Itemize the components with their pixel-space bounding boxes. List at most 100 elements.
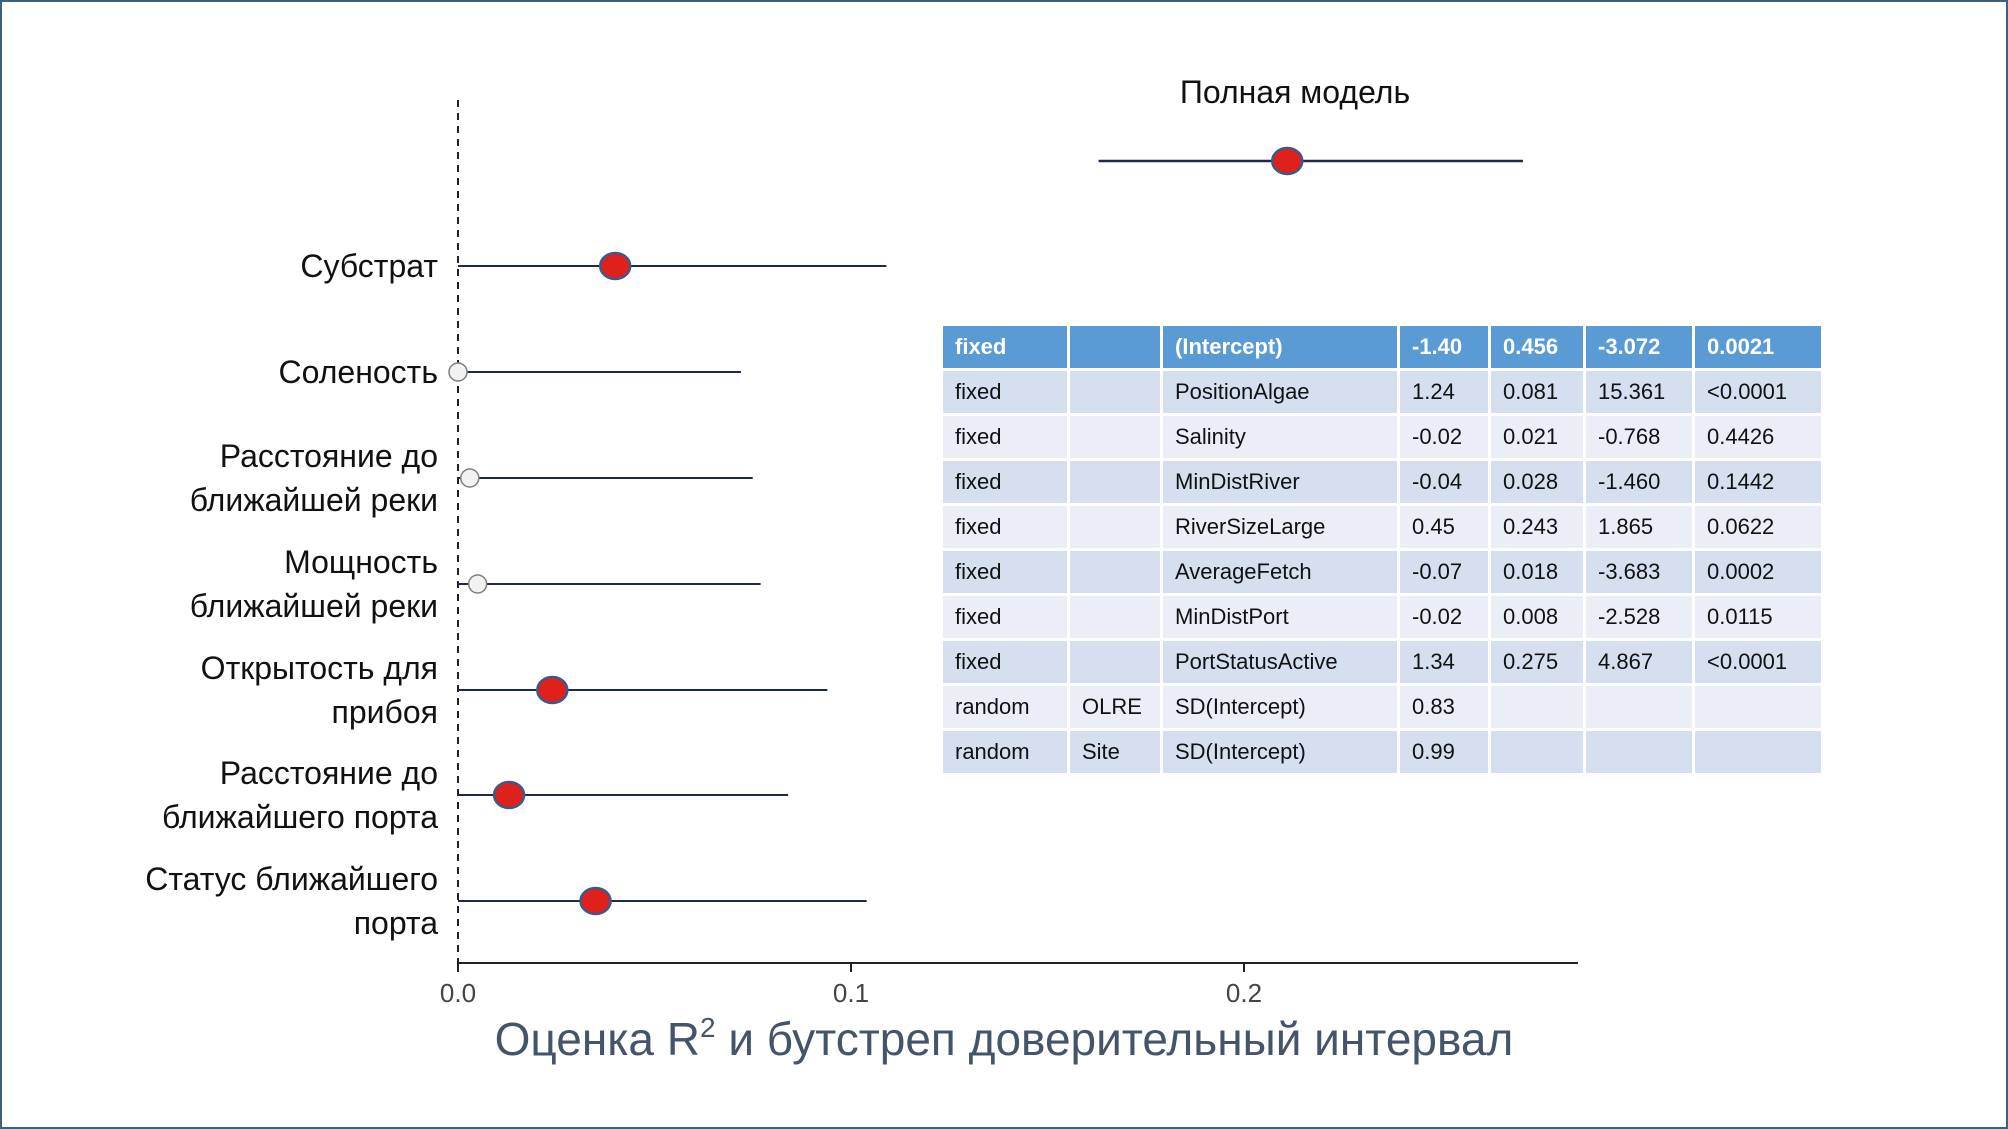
predictor-label: Субстрат bbox=[300, 248, 438, 284]
full-model-estimate-point bbox=[1270, 146, 1304, 176]
table-cell: fixed bbox=[943, 641, 1067, 683]
estimate-point-significant bbox=[579, 886, 612, 916]
predictor-label: Статус ближайшего порта bbox=[145, 861, 438, 941]
table-cell bbox=[1491, 686, 1583, 728]
table-row: fixed MinDistPort -0.02 0.008 -2.528 0.0115 bbox=[943, 596, 1821, 638]
table-cell: <0.0001 bbox=[1695, 641, 1821, 683]
table-cell bbox=[1695, 731, 1821, 773]
table-cell: 0.0002 bbox=[1695, 551, 1821, 593]
table-cell: 4.867 bbox=[1586, 641, 1692, 683]
table-row: fixed MinDistRiver -0.04 0.028 -1.460 0.1442 bbox=[943, 461, 1821, 503]
table-cell: 0.1442 bbox=[1695, 461, 1821, 503]
table-cell: -0.02 bbox=[1400, 416, 1488, 458]
table-cell: Site bbox=[1070, 731, 1160, 773]
table-cell: 0.0622 bbox=[1695, 506, 1821, 548]
table-cell: (Intercept) bbox=[1163, 326, 1397, 368]
table-cell: 0.243 bbox=[1491, 506, 1583, 548]
table-cell bbox=[1070, 416, 1160, 458]
table-cell: -0.04 bbox=[1400, 461, 1488, 503]
estimate-point-nonsignificant bbox=[460, 468, 480, 488]
estimate-point-nonsignificant bbox=[467, 574, 488, 594]
table-cell: fixed bbox=[943, 506, 1067, 548]
x-tick-label: 0.1 bbox=[833, 978, 869, 1008]
table-cell bbox=[1070, 506, 1160, 548]
coefficient-table: fixed (Intercept) -1.40 0.456 -3.072 0.0021 fi… bbox=[940, 323, 1824, 776]
table-cell: 1.34 bbox=[1400, 641, 1488, 683]
full-model-title: Полная модель bbox=[1179, 74, 1411, 110]
table-cell: 0.275 bbox=[1491, 641, 1583, 683]
table-cell bbox=[1070, 371, 1160, 413]
table-cell: -1.40 bbox=[1400, 326, 1488, 368]
table-cell bbox=[1586, 686, 1692, 728]
table-cell: MinDistRiver bbox=[1163, 461, 1397, 503]
table-row: random Site SD(Intercept) 0.99 bbox=[943, 731, 1821, 773]
table-row: fixed PortStatusActive 1.34 0.275 4.867 <0.00… bbox=[943, 641, 1821, 683]
table-row: random OLRE SD(Intercept) 0.83 bbox=[943, 686, 1821, 728]
table-cell: 0.028 bbox=[1491, 461, 1583, 503]
table-cell: SD(Intercept) bbox=[1163, 686, 1397, 728]
table-cell bbox=[1695, 686, 1821, 728]
table-cell: 0.0115 bbox=[1695, 596, 1821, 638]
x-tick-label: 0.0 bbox=[440, 978, 476, 1008]
table-cell bbox=[1070, 551, 1160, 593]
table-cell bbox=[1070, 641, 1160, 683]
table-cell: -3.072 bbox=[1586, 326, 1692, 368]
table-cell: Salinity bbox=[1163, 416, 1397, 458]
table-cell: fixed bbox=[943, 326, 1067, 368]
table-cell: -0.02 bbox=[1400, 596, 1488, 638]
table-cell bbox=[1586, 731, 1692, 773]
x-axis-title-rest: и бутстреп доверительный интервал bbox=[715, 1013, 1514, 1065]
table-row: fixed PositionAlgae 1.24 0.081 15.361 <0.0001 bbox=[943, 371, 1821, 413]
table-cell: 1.865 bbox=[1586, 506, 1692, 548]
table-cell: fixed bbox=[943, 461, 1067, 503]
table-cell: 0.99 bbox=[1400, 731, 1488, 773]
table-row: fixed RiverSizeLarge 0.45 0.243 1.865 0.0622 bbox=[943, 506, 1821, 548]
table-cell bbox=[1070, 461, 1160, 503]
table-cell: PortStatusActive bbox=[1163, 641, 1397, 683]
table-cell: 0.456 bbox=[1491, 326, 1583, 368]
plot-lines bbox=[457, 100, 1578, 968]
estimate-point-significant bbox=[536, 675, 569, 705]
table-header-row: fixed (Intercept) -1.40 0.456 -3.072 0.0021 bbox=[943, 326, 1821, 368]
table-cell: fixed bbox=[943, 416, 1067, 458]
table-cell: -2.528 bbox=[1586, 596, 1692, 638]
plot-points bbox=[448, 146, 1304, 916]
table-cell: -3.683 bbox=[1586, 551, 1692, 593]
table-row: fixed AverageFetch -0.07 0.018 -3.683 0.0002 bbox=[943, 551, 1821, 593]
table-cell: 0.0021 bbox=[1695, 326, 1821, 368]
predictor-label: Расстояние до ближайшего порта bbox=[162, 755, 438, 835]
table-cell bbox=[1070, 596, 1160, 638]
table-cell: 0.45 bbox=[1400, 506, 1488, 548]
table-cell: 0.83 bbox=[1400, 686, 1488, 728]
predictor-label: Расстояние до ближайшей реки bbox=[189, 438, 438, 518]
table-cell: fixed bbox=[943, 371, 1067, 413]
table-cell: 15.361 bbox=[1586, 371, 1692, 413]
x-axis-title-main: Оценка R bbox=[494, 1013, 700, 1065]
table-cell: PositionAlgae bbox=[1163, 371, 1397, 413]
table-cell bbox=[1491, 731, 1583, 773]
x-axis-title-superscript: 2 bbox=[699, 1012, 716, 1043]
table-cell: RiverSizeLarge bbox=[1163, 506, 1397, 548]
predictor-label: Открытость для прибоя bbox=[200, 650, 438, 730]
estimate-point-significant bbox=[598, 251, 632, 281]
table-cell: fixed bbox=[943, 551, 1067, 593]
table-cell: AverageFetch bbox=[1163, 551, 1397, 593]
table-cell: 0.008 bbox=[1491, 596, 1583, 638]
table-cell: random bbox=[943, 731, 1067, 773]
x-axis-title: Оценка R2 и бутстреп доверительный интер… bbox=[0, 1012, 2008, 1066]
table-cell: random bbox=[943, 686, 1067, 728]
predictor-label: Мощность ближайшей реки bbox=[189, 544, 438, 624]
table-cell: SD(Intercept) bbox=[1163, 731, 1397, 773]
table-cell: OLRE bbox=[1070, 686, 1160, 728]
table-cell: 1.24 bbox=[1400, 371, 1488, 413]
table-row: fixed Salinity -0.02 0.021 -0.768 0.4426 bbox=[943, 416, 1821, 458]
table-cell: -1.460 bbox=[1586, 461, 1692, 503]
table-cell: fixed bbox=[943, 596, 1067, 638]
table-cell bbox=[1070, 326, 1160, 368]
table-cell: 0.018 bbox=[1491, 551, 1583, 593]
table-cell: 0.081 bbox=[1491, 371, 1583, 413]
table-cell: 0.4426 bbox=[1695, 416, 1821, 458]
x-tick-label: 0.2 bbox=[1226, 978, 1262, 1008]
